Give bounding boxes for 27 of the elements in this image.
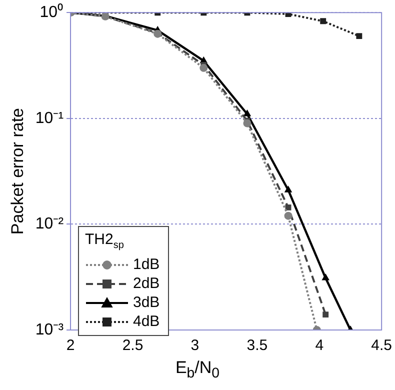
legend-label: 3dB <box>133 293 160 312</box>
point <box>244 110 251 116</box>
point <box>243 119 252 128</box>
point <box>284 212 292 220</box>
point <box>285 204 292 210</box>
point <box>200 64 208 72</box>
x-tick-label: 3.5 <box>246 337 268 354</box>
point <box>322 312 329 318</box>
legend-label: 2dB <box>133 274 160 293</box>
legend-label: 1dB <box>133 255 160 274</box>
point <box>322 274 330 280</box>
y-tick-label: 10⁻² <box>35 216 64 233</box>
point <box>320 18 326 24</box>
x-axis-title: E$_{b}$/N$_{0}$ <box>174 358 221 382</box>
y-tick-label: 10⁻¹ <box>35 110 64 127</box>
x-tick-label: 4 <box>315 337 324 354</box>
point <box>284 186 292 192</box>
y-tick-label: 10⁰ <box>40 3 64 22</box>
x-tick-label: 4.5 <box>371 337 392 354</box>
x-tick-label: 2 <box>66 337 75 354</box>
legend-title: TH2$_{sp}$ <box>85 230 125 253</box>
y-tick-label: 10⁻³ <box>35 321 64 338</box>
x-tick-label: 2.5 <box>122 337 144 354</box>
x-tick-label: 3 <box>190 337 200 354</box>
y-axis-title: Packet error rate <box>8 108 27 235</box>
legend-label: 4dB <box>133 312 160 331</box>
point <box>356 33 362 40</box>
